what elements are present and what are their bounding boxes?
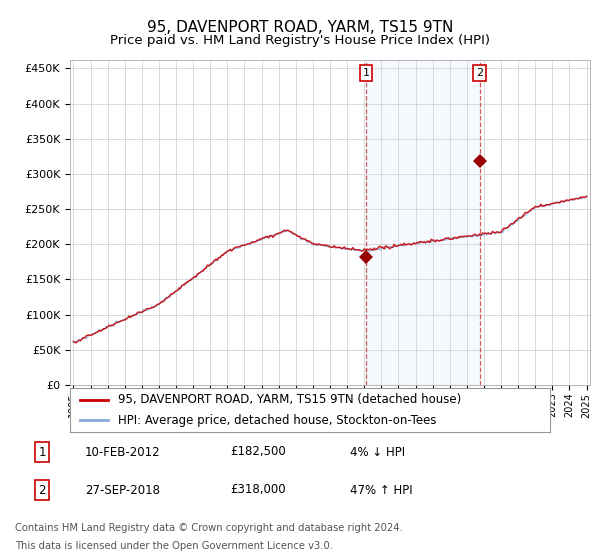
Text: This data is licensed under the Open Government Licence v3.0.: This data is licensed under the Open Gov…	[15, 541, 333, 551]
Text: 10-FEB-2012: 10-FEB-2012	[85, 446, 161, 459]
Text: 47% ↑ HPI: 47% ↑ HPI	[350, 483, 413, 497]
Text: HPI: Average price, detached house, Stockton-on-Tees: HPI: Average price, detached house, Stoc…	[118, 414, 437, 427]
Text: 1: 1	[38, 446, 46, 459]
Text: £182,500: £182,500	[230, 446, 286, 459]
Text: 4% ↓ HPI: 4% ↓ HPI	[350, 446, 405, 459]
Text: 95, DAVENPORT ROAD, YARM, TS15 9TN (detached house): 95, DAVENPORT ROAD, YARM, TS15 9TN (deta…	[118, 393, 461, 407]
Text: 27-SEP-2018: 27-SEP-2018	[85, 483, 160, 497]
Text: 2: 2	[476, 68, 483, 78]
Text: £318,000: £318,000	[230, 483, 286, 497]
Text: Price paid vs. HM Land Registry's House Price Index (HPI): Price paid vs. HM Land Registry's House …	[110, 34, 490, 46]
Text: 1: 1	[362, 68, 370, 78]
Text: 95, DAVENPORT ROAD, YARM, TS15 9TN: 95, DAVENPORT ROAD, YARM, TS15 9TN	[147, 20, 453, 35]
Bar	[366, 60, 479, 385]
Text: 2: 2	[38, 483, 46, 497]
Text: Contains HM Land Registry data © Crown copyright and database right 2024.: Contains HM Land Registry data © Crown c…	[15, 523, 403, 533]
